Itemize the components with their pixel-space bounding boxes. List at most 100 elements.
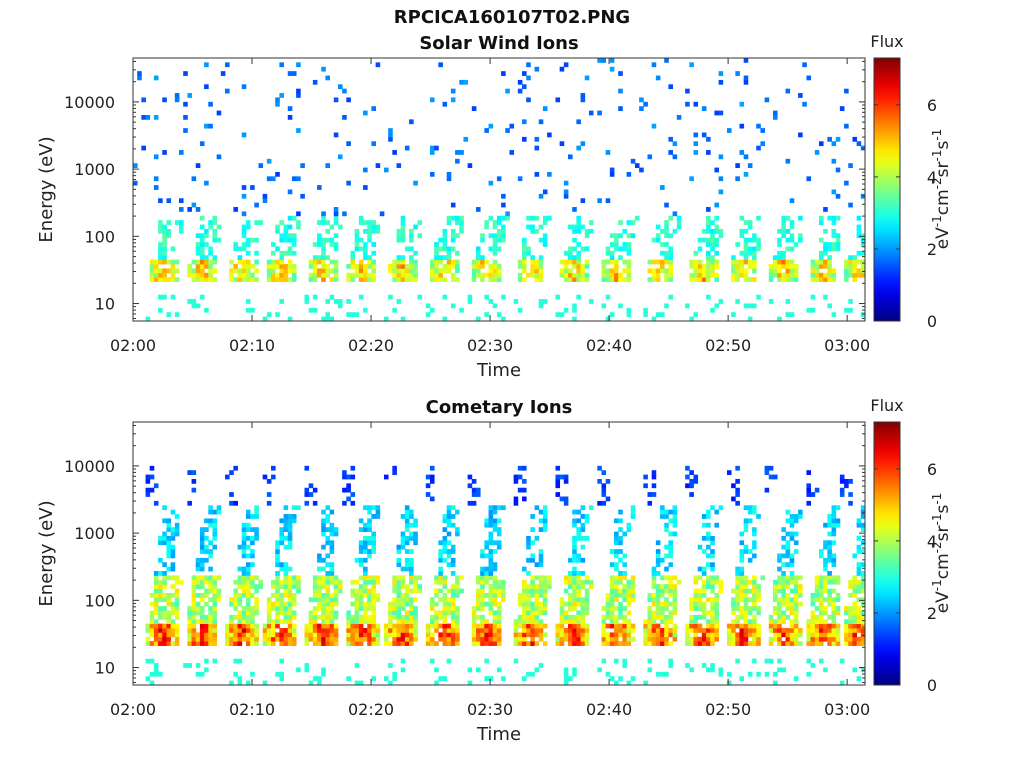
panel1-cell bbox=[668, 255, 673, 261]
panel2-cell bbox=[513, 474, 519, 480]
panel1-cell bbox=[208, 277, 213, 282]
panel2-cell bbox=[685, 474, 690, 480]
panel1-cell bbox=[208, 264, 213, 269]
panel2-cell bbox=[287, 588, 293, 594]
panel2-cell bbox=[346, 632, 351, 638]
panel1-cell bbox=[166, 220, 172, 225]
panel1-cell bbox=[396, 163, 402, 168]
panel2-cell bbox=[191, 597, 197, 603]
panel2-cell bbox=[308, 483, 314, 489]
panel2-cell bbox=[304, 641, 310, 646]
panel1-cell bbox=[731, 259, 736, 265]
panel2-cell bbox=[672, 623, 678, 629]
panel1-cell bbox=[584, 75, 590, 81]
panel2-cell bbox=[287, 601, 293, 607]
panel1-cell bbox=[279, 250, 284, 256]
panel2-cell bbox=[446, 505, 452, 511]
panel2-cell bbox=[383, 676, 389, 682]
panel2-cell bbox=[672, 610, 678, 616]
panel1-cell bbox=[241, 259, 247, 265]
panel1-cell bbox=[710, 255, 715, 261]
panel1-cell bbox=[174, 268, 180, 274]
panel1-cell bbox=[501, 294, 506, 300]
panel2-cell bbox=[839, 478, 845, 484]
panel2-cell bbox=[647, 592, 653, 598]
panel1-cell bbox=[350, 312, 356, 318]
panel2-cell bbox=[195, 584, 201, 589]
panel2-cell bbox=[781, 553, 786, 559]
panel2-cell bbox=[772, 579, 778, 585]
panel1-cell bbox=[651, 316, 657, 322]
panel1-cell bbox=[329, 237, 335, 243]
panel2-cell bbox=[392, 470, 397, 475]
panel2-cell bbox=[337, 584, 343, 589]
panel1-cell bbox=[271, 268, 276, 274]
panel1-cell bbox=[743, 246, 749, 252]
panel2-cell bbox=[191, 588, 197, 594]
panel1-cell bbox=[266, 264, 272, 269]
panel2-cell bbox=[149, 487, 155, 493]
panel2-cell bbox=[701, 601, 707, 607]
panel1-cell bbox=[563, 180, 569, 186]
panel1-cell bbox=[484, 128, 489, 133]
panel2-cell bbox=[568, 641, 573, 646]
panel1-cell bbox=[204, 84, 209, 90]
panel1-cell bbox=[250, 307, 255, 313]
panel1-cell bbox=[459, 307, 464, 313]
panel2-cell bbox=[496, 636, 502, 642]
panel2-cell bbox=[835, 592, 841, 598]
panel2-cell bbox=[814, 636, 820, 642]
panel2-cell bbox=[149, 465, 155, 471]
panel2-cell bbox=[409, 588, 414, 594]
panel1-cell bbox=[714, 250, 719, 256]
panel2-cell bbox=[739, 588, 745, 594]
panel1-cell bbox=[409, 119, 414, 125]
panel1-cell bbox=[526, 246, 531, 252]
panel1-cell bbox=[183, 101, 188, 107]
panel2-cell bbox=[241, 571, 247, 576]
panel1-cell bbox=[442, 233, 448, 239]
panel1-cell bbox=[296, 93, 301, 98]
panel2-cell bbox=[668, 632, 673, 638]
panel1-cell bbox=[772, 272, 778, 278]
panel2-cell bbox=[287, 540, 293, 546]
panel2-cell bbox=[358, 614, 364, 620]
panel2-cell bbox=[358, 527, 364, 532]
panel2-cell bbox=[409, 614, 414, 620]
panel1-cell bbox=[400, 264, 406, 269]
panel2-cell bbox=[187, 636, 192, 642]
panel2-cell bbox=[568, 584, 573, 589]
panel1-cell bbox=[229, 272, 234, 278]
panel2-cell bbox=[655, 610, 661, 616]
panel2-cell bbox=[304, 623, 310, 629]
panel1-cell bbox=[237, 272, 243, 278]
panel2-cell bbox=[810, 610, 816, 616]
panel2-cell bbox=[522, 632, 527, 638]
panel1-cell bbox=[149, 277, 155, 282]
panel2-cell bbox=[810, 597, 816, 603]
panel1-cell bbox=[701, 264, 707, 269]
panel2-cell bbox=[806, 671, 812, 677]
panel1-cell bbox=[547, 132, 552, 138]
panel2-cell bbox=[199, 641, 205, 646]
panel1-cell bbox=[538, 268, 544, 274]
panel2-cell bbox=[860, 584, 866, 589]
panel2-cell bbox=[467, 500, 473, 506]
panel1-cell bbox=[358, 237, 364, 243]
panel2-cell bbox=[777, 557, 782, 563]
panel2-cell bbox=[793, 584, 799, 589]
panel2-cell bbox=[212, 628, 218, 633]
panel2-cell bbox=[329, 632, 335, 638]
panel2-cell bbox=[241, 628, 247, 633]
panel2-cell bbox=[522, 614, 527, 620]
panel1-cell bbox=[852, 268, 858, 274]
panel2-cell bbox=[279, 535, 284, 541]
panel2-cell bbox=[492, 505, 498, 511]
panel2-cell bbox=[446, 514, 452, 519]
panel2-cell bbox=[568, 579, 573, 585]
panel1-cell bbox=[576, 242, 581, 247]
panel2-cell bbox=[626, 527, 632, 532]
panel1-cell bbox=[660, 264, 665, 269]
panel1-cell bbox=[158, 242, 163, 247]
panel2-cell bbox=[668, 641, 673, 646]
